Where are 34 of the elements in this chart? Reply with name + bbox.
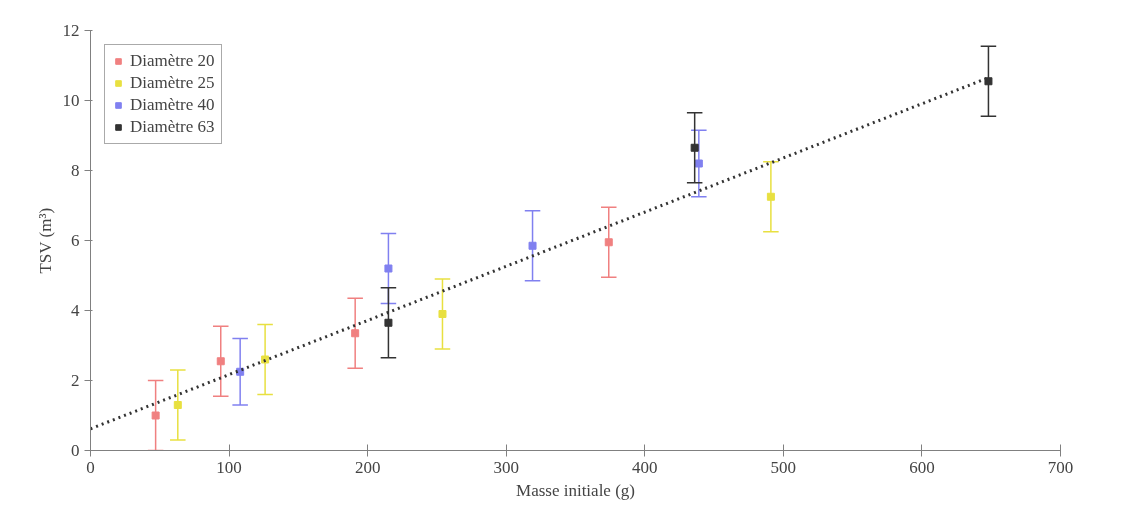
point [384, 264, 393, 273]
x-tick-label: 200 [354, 457, 381, 477]
legend-label: Diamètre 20 [130, 51, 215, 71]
point [984, 77, 993, 86]
point [604, 238, 613, 247]
x-tick-label: 0 [86, 457, 95, 477]
point [694, 159, 703, 168]
point [528, 241, 537, 250]
y-tick-label: 6 [71, 231, 80, 250]
y-axis-title: TSV (m³) [35, 207, 55, 274]
point [173, 401, 182, 409]
y-tick-label: 10 [62, 91, 80, 110]
x-tick-label: 100 [216, 457, 242, 477]
point [216, 357, 225, 366]
legend-label: Diamètre 63 [130, 117, 215, 137]
x-tick-label: 700 [1047, 457, 1074, 477]
legend-label: Diamètre 40 [130, 95, 215, 115]
point [151, 411, 160, 420]
point [766, 192, 775, 201]
y-tick-label: 8 [71, 161, 80, 180]
x-tick-label: 600 [909, 457, 935, 477]
y-tick-label: 2 [71, 371, 80, 390]
legend-label: Diamètre 25 [130, 73, 215, 93]
y-tick-label: 12 [62, 21, 80, 40]
x-tick-label: 500 [770, 457, 797, 477]
point [384, 318, 393, 327]
x-tick-label: 300 [493, 457, 519, 477]
point [690, 143, 699, 152]
x-axis-title: Masse initiale (g) [516, 480, 635, 500]
point [438, 310, 447, 318]
y-tick-label: 0 [71, 441, 80, 460]
x-tick-label: 400 [632, 457, 658, 477]
y-tick-label: 4 [71, 301, 80, 320]
point [351, 329, 360, 338]
